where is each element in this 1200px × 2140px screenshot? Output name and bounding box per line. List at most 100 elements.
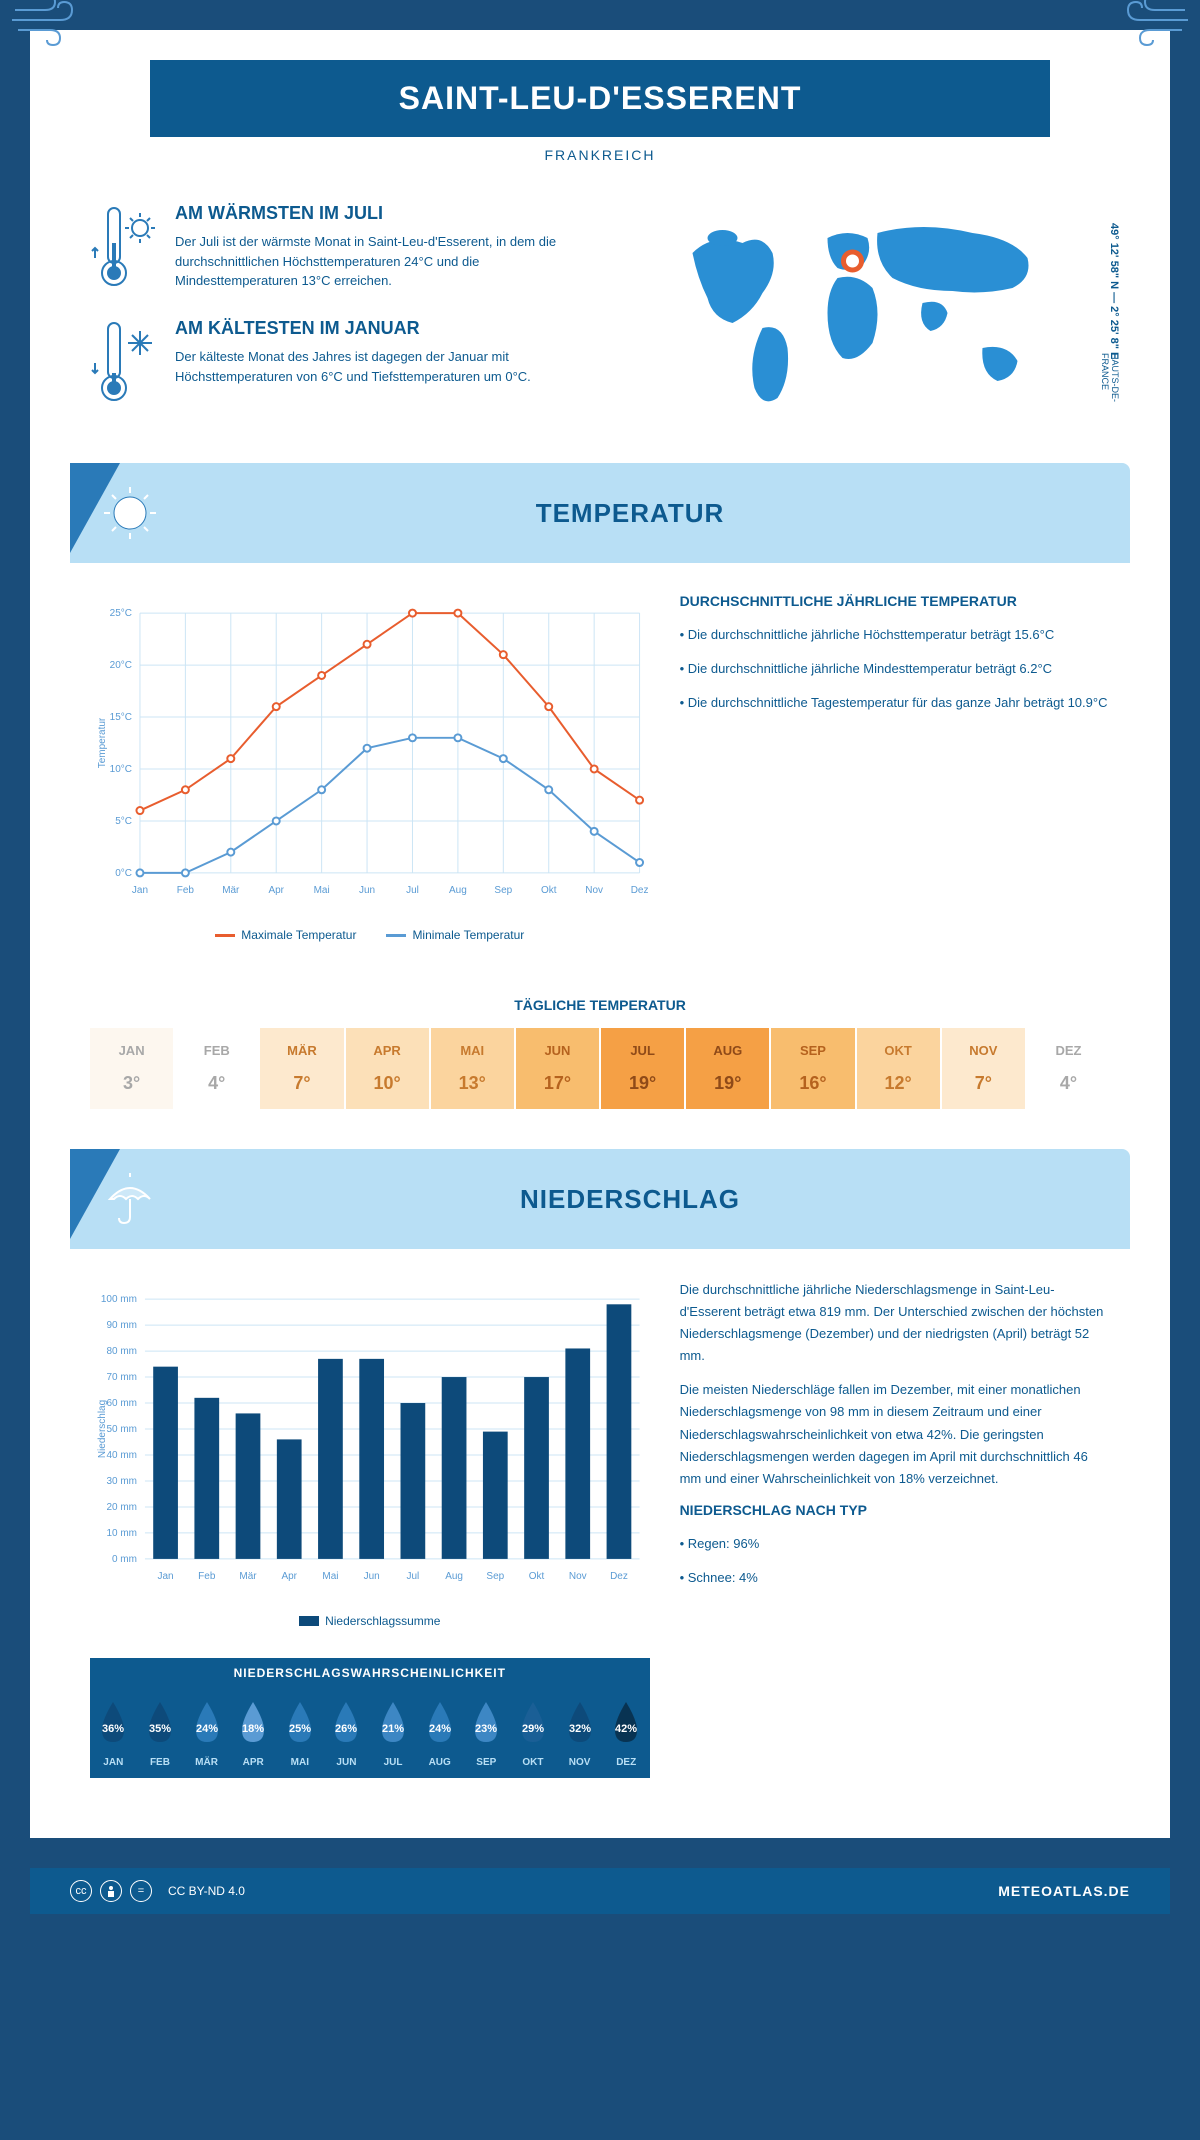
svg-text:Okt: Okt [541, 885, 557, 896]
svg-text:42%: 42% [615, 1723, 637, 1735]
prob-month: JUL [370, 1757, 417, 1768]
infographic-page: SAINT-LEU-D'ESSERENT FRANKREICH [30, 30, 1170, 1838]
coldest-block: AM KÄLTESTEN IM JANUAR Der kälteste Mona… [90, 318, 585, 408]
prob-month: MÄR [183, 1757, 230, 1768]
daily-temp-value: 19° [606, 1073, 679, 1094]
daily-temp-cell: JUN17° [516, 1028, 599, 1109]
temp-legend: Maximale Temperatur Minimale Temperatur [90, 918, 650, 952]
prob-month: MAI [277, 1757, 324, 1768]
daily-temp-cell: APR10° [346, 1028, 429, 1109]
svg-text:100 mm: 100 mm [101, 1294, 137, 1305]
temp-chart-container: 0°C5°C10°C15°C20°C25°CJanFebMärAprMaiJun… [90, 593, 650, 952]
legend-max: Maximale Temperatur [215, 928, 356, 942]
probability-cell: 35% FEB [137, 1698, 184, 1768]
svg-text:Feb: Feb [198, 1571, 216, 1582]
precip-snow: • Schnee: 4% [680, 1567, 1110, 1589]
svg-text:26%: 26% [335, 1723, 357, 1735]
warmest-desc: Der Juli ist der wärmste Monat in Saint-… [175, 232, 585, 291]
probability-cell: 21% JUL [370, 1698, 417, 1768]
svg-text:Mai: Mai [322, 1571, 338, 1582]
svg-text:Mär: Mär [239, 1571, 257, 1582]
svg-text:Jul: Jul [406, 1571, 419, 1582]
title-banner: SAINT-LEU-D'ESSERENT [150, 60, 1050, 137]
daily-temp-value: 4° [180, 1073, 253, 1094]
prob-month: DEZ [603, 1757, 650, 1768]
prob-month: JUN [323, 1757, 370, 1768]
probability-cell: 42% DEZ [603, 1698, 650, 1768]
svg-text:90 mm: 90 mm [106, 1320, 137, 1331]
svg-text:Niederschlag: Niederschlag [97, 1400, 108, 1458]
daily-temp-value: 13° [436, 1073, 509, 1094]
svg-text:Dez: Dez [631, 885, 649, 896]
daily-temp-cell: SEP16° [771, 1028, 854, 1109]
climate-summary: AM WÄRMSTEN IM JULI Der Juli ist der wär… [90, 203, 585, 433]
legend-min: Minimale Temperatur [386, 928, 524, 942]
daily-temp-cell: FEB 4° [175, 1028, 258, 1109]
svg-text:10 mm: 10 mm [106, 1528, 137, 1539]
svg-text:0 mm: 0 mm [112, 1554, 137, 1565]
precipitation-chart-section: 0 mm10 mm20 mm30 mm40 mm50 mm60 mm70 mm8… [70, 1249, 1130, 1808]
svg-text:Nov: Nov [569, 1571, 587, 1582]
raindrop-icon: 35% [139, 1698, 181, 1748]
daily-temp-value: 7° [265, 1073, 338, 1094]
daily-month: OKT [862, 1043, 935, 1058]
daily-month: FEB [180, 1043, 253, 1058]
coordinates: 49° 12' 58" N — 2° 25' 8" E [1108, 223, 1120, 359]
daily-month: MAI [436, 1043, 509, 1058]
prob-month: JAN [90, 1757, 137, 1768]
legend-swatch [386, 934, 406, 937]
daily-temp-cell: JAN3° [90, 1028, 173, 1109]
temperature-header: TEMPERATUR [70, 463, 1130, 563]
svg-text:Jan: Jan [132, 885, 148, 896]
daily-temp-value: 4° [1032, 1073, 1105, 1094]
legend-sum: Niederschlagssumme [299, 1614, 440, 1628]
temp-side-title: DURCHSCHNITTLICHE JÄHRLICHE TEMPERATUR [680, 593, 1110, 609]
precip-side: Die durchschnittliche jährliche Niedersc… [680, 1279, 1110, 1778]
temperature-line-chart: 0°C5°C10°C15°C20°C25°CJanFebMärAprMaiJun… [90, 593, 650, 913]
svg-text:Feb: Feb [177, 885, 195, 896]
raindrop-icon: 36% [92, 1698, 134, 1748]
daily-month: DEZ [1032, 1043, 1105, 1058]
overview-section: AM WÄRMSTEN IM JULI Der Juli ist der wär… [70, 173, 1130, 463]
svg-text:Nov: Nov [585, 885, 603, 896]
temp-bullet-3: • Die durchschnittliche Tagestemperatur … [680, 692, 1110, 714]
warmest-block: AM WÄRMSTEN IM JULI Der Juli ist der wär… [90, 203, 585, 293]
probability-cell: 23% SEP [463, 1698, 510, 1768]
daily-month: APR [351, 1043, 424, 1058]
precip-legend: Niederschlagssumme [90, 1604, 650, 1638]
svg-text:32%: 32% [569, 1723, 591, 1735]
svg-text:70 mm: 70 mm [106, 1372, 137, 1383]
footer-license: cc = CC BY-ND 4.0 [70, 1880, 245, 1902]
daily-month: MÄR [265, 1043, 338, 1058]
svg-text:Dez: Dez [610, 1571, 628, 1582]
daily-temp-cell: MÄR 7° [260, 1028, 343, 1109]
svg-text:Jul: Jul [406, 885, 419, 896]
daily-month: JAN [95, 1043, 168, 1058]
by-icon [100, 1880, 122, 1902]
svg-text:60 mm: 60 mm [106, 1398, 137, 1409]
temp-chart-side: DURCHSCHNITTLICHE JÄHRLICHE TEMPERATUR •… [680, 593, 1110, 952]
thermometer-hot-icon [90, 203, 160, 293]
svg-text:18%: 18% [242, 1723, 264, 1735]
region-label: HAUTS-DE-FRANCE [1100, 353, 1120, 433]
svg-text:Sep: Sep [486, 1571, 504, 1582]
svg-text:40 mm: 40 mm [106, 1450, 137, 1461]
svg-text:36%: 36% [102, 1723, 124, 1735]
svg-text:Sep: Sep [494, 885, 512, 896]
probability-cell: 18% APR [230, 1698, 277, 1768]
legend-min-label: Minimale Temperatur [412, 928, 524, 942]
prob-month: OKT [510, 1757, 557, 1768]
svg-text:24%: 24% [196, 1723, 218, 1735]
cc-icon: cc [70, 1880, 92, 1902]
raindrop-icon: 24% [419, 1698, 461, 1748]
daily-temp-value: 17° [521, 1073, 594, 1094]
svg-text:Apr: Apr [268, 885, 284, 896]
probability-cell: 29% OKT [510, 1698, 557, 1768]
probability-row: 36% JAN 35% FEB 24% MÄR 18% APR 25% MAI … [90, 1688, 650, 1778]
raindrop-icon: 32% [559, 1698, 601, 1748]
daily-month: AUG [691, 1043, 764, 1058]
svg-text:Jun: Jun [359, 885, 375, 896]
probability-cell: 36% JAN [90, 1698, 137, 1768]
wind-icon [10, 0, 90, 50]
svg-text:35%: 35% [149, 1723, 171, 1735]
